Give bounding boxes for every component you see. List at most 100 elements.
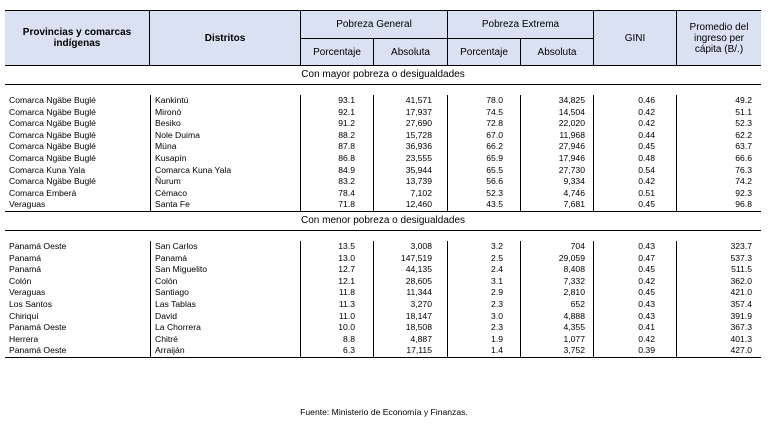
rows-top: Comarca Ngäbe Buglé Kankintú 93.1 41,571 78.…: [5, 95, 761, 211]
source-note: Fuente: Ministerio de Economía y Finanza…: [300, 407, 468, 417]
extreme-absolute-cell: 29,059: [558, 252, 585, 263]
gini-cell: 0.44: [638, 129, 655, 140]
table-row: Panamá Oeste San Carlos 13.5 3,008 3.2 704 0.4…: [5, 241, 761, 253]
section-title-bottom: Con menor pobreza o desigualdades: [301, 214, 465, 226]
general-percent-cell: 13.0: [338, 252, 355, 263]
column-divider: [373, 95, 374, 211]
general-absolute-cell: 36,936: [405, 141, 432, 152]
province-cell: Comarca Ngäbe Buglé: [9, 141, 96, 152]
general-absolute-cell: 28,605: [405, 275, 432, 286]
general-absolute-cell: 12,460: [405, 199, 432, 210]
table-row: Comarca Ngäbe Buglé Mironó 92.1 17,937 74.5 1…: [5, 107, 761, 119]
gini-cell: 0.47: [638, 252, 655, 263]
district-cell: Kusapín: [155, 152, 187, 163]
gini-cell: 0.45: [638, 264, 655, 275]
general-absolute-cell: 27,690: [405, 118, 432, 129]
district-cell: Mironó: [155, 106, 182, 117]
province-cell: Colón: [9, 275, 32, 286]
general-absolute-cell: 23,555: [405, 152, 432, 163]
table-row: Comarca Ngäbe Buglé Müna 87.8 36,936 66.2 27,…: [5, 141, 761, 153]
column-divider: [447, 240, 448, 357]
district-cell: Chitré: [155, 333, 178, 344]
gini-cell: 0.45: [638, 287, 655, 298]
general-percent-cell: 11.0: [338, 310, 355, 321]
table-row: Colón Colón 12.1 28,605 3.1 7,332 0.42 362.0: [5, 276, 761, 288]
general-percent-cell: 86.8: [338, 152, 355, 163]
gini-cell: 0.43: [638, 240, 655, 251]
extreme-percent-cell: 1.4: [491, 345, 503, 356]
gini-cell: 0.39: [638, 345, 655, 356]
income-cell: 96.8: [735, 199, 752, 210]
province-cell: Herrera: [9, 333, 39, 344]
income-cell: 401.3: [730, 333, 752, 344]
province-cell: Comarca Ngäbe Buglé: [9, 152, 96, 163]
column-divider: [150, 240, 151, 357]
province-cell: Comarca Ngäbe Buglé: [9, 176, 96, 187]
gini-cell: 0.46: [638, 95, 655, 105]
general-absolute-cell: 3,008: [410, 240, 432, 251]
header-pobreza-extrema: Pobreza Extrema: [481, 19, 560, 30]
column-divider: [447, 95, 448, 211]
general-absolute-cell: 17,115: [406, 345, 432, 356]
header-provincias: Provincias y comarcas indígenas: [22, 27, 132, 49]
general-percent-cell: 12.1: [338, 275, 355, 286]
gini-cell: 0.42: [638, 333, 655, 344]
province-cell: Comarca Emberá: [9, 187, 77, 198]
gini-cell: 0.45: [638, 199, 655, 210]
header-pobreza-general: Pobreza General: [336, 19, 412, 30]
extreme-percent-cell: 2.5: [491, 252, 503, 263]
general-percent-cell: 71.8: [338, 199, 355, 210]
extreme-absolute-cell: 7,332: [563, 275, 585, 286]
table-bottom-border: [5, 356, 761, 358]
extreme-percent-cell: 2.9: [491, 287, 503, 298]
extreme-absolute-cell: 1,077: [563, 333, 585, 344]
table-row: Comarca Ngäbe Buglé Besiko 91.2 27,690 72.8 2…: [5, 118, 761, 130]
table-row: Comarca Emberá Cémaco 78.4 7,102 52.3 4,746 0.…: [5, 188, 761, 200]
extreme-percent-cell: 65.5: [486, 164, 503, 175]
table-row: Comarca Ngäbe Buglé Kusapín 86.8 23,555 65.9…: [5, 153, 761, 165]
extreme-percent-cell: 2.4: [491, 264, 503, 275]
province-cell: Panamá: [9, 264, 42, 275]
header-divider: [300, 38, 594, 39]
extreme-absolute-cell: 34,825: [558, 95, 585, 105]
district-cell: Müna: [155, 141, 177, 152]
extreme-absolute-cell: 7,681: [563, 199, 585, 210]
district-cell: Kankintú: [155, 95, 189, 105]
district-cell: San Miguelito: [155, 264, 208, 275]
extreme-percent-cell: 3.0: [491, 310, 503, 321]
income-cell: 51.1: [735, 106, 752, 117]
general-percent-cell: 11.8: [338, 287, 355, 298]
table-row: Veraguas Santa Fe 71.8 12,460 43.5 7,681 0.45 9…: [5, 199, 761, 211]
province-cell: Panamá Oeste: [9, 322, 67, 333]
income-cell: 362.0: [730, 275, 752, 286]
gini-cell: 0.42: [638, 275, 655, 286]
table-row: Panamá San Miguelito 12.7 44,135 2.4 8,408 0.4…: [5, 264, 761, 276]
income-cell: 421.0: [730, 287, 752, 298]
general-percent-cell: 11.3: [338, 298, 355, 309]
table-row: Chiriquí David 11.0 18,147 3.0 4,888 0.43 391.9: [5, 311, 761, 323]
general-absolute-cell: 44,135: [405, 264, 432, 275]
extreme-percent-cell: 2.3: [491, 322, 503, 333]
table-row: Comarca Ngäbe Buglé Nole Duima 88.2 15,728 6…: [5, 130, 761, 142]
gini-cell: 0.43: [638, 298, 655, 309]
table-row: Herrera Chitré 8.8 4,887 1.9 1,077 0.42 401.3: [5, 334, 761, 346]
general-percent-cell: 84.9: [338, 164, 355, 175]
district-cell: Panamá: [155, 252, 188, 263]
extreme-percent-cell: 67.0: [486, 129, 503, 140]
income-cell: 63.7: [735, 141, 752, 152]
district-cell: San Carlos: [155, 240, 198, 251]
table-row: Comarca Ngäbe Buglé Kankintú 93.1 41,571 78.…: [5, 95, 761, 107]
province-cell: Los Santos: [9, 298, 52, 309]
header-gini: GINI: [624, 32, 646, 44]
general-percent-cell: 92.1: [338, 106, 355, 117]
extreme-absolute-cell: 27,946: [558, 141, 585, 152]
income-cell: 66.6: [735, 152, 752, 163]
income-cell: 367.3: [730, 322, 752, 333]
general-percent-cell: 13.5: [338, 240, 355, 251]
table-row: Panamá Oeste Arraiján 6.3 17,115 1.4 3,752 0.3…: [5, 345, 761, 357]
general-absolute-cell: 147,519: [400, 252, 432, 263]
table-header: Provincias y comarcas indígenas Distrito…: [5, 10, 761, 66]
general-percent-cell: 93.1: [338, 95, 355, 105]
extreme-percent-cell: 3.2: [491, 240, 503, 251]
income-cell: 537.3: [730, 252, 752, 263]
